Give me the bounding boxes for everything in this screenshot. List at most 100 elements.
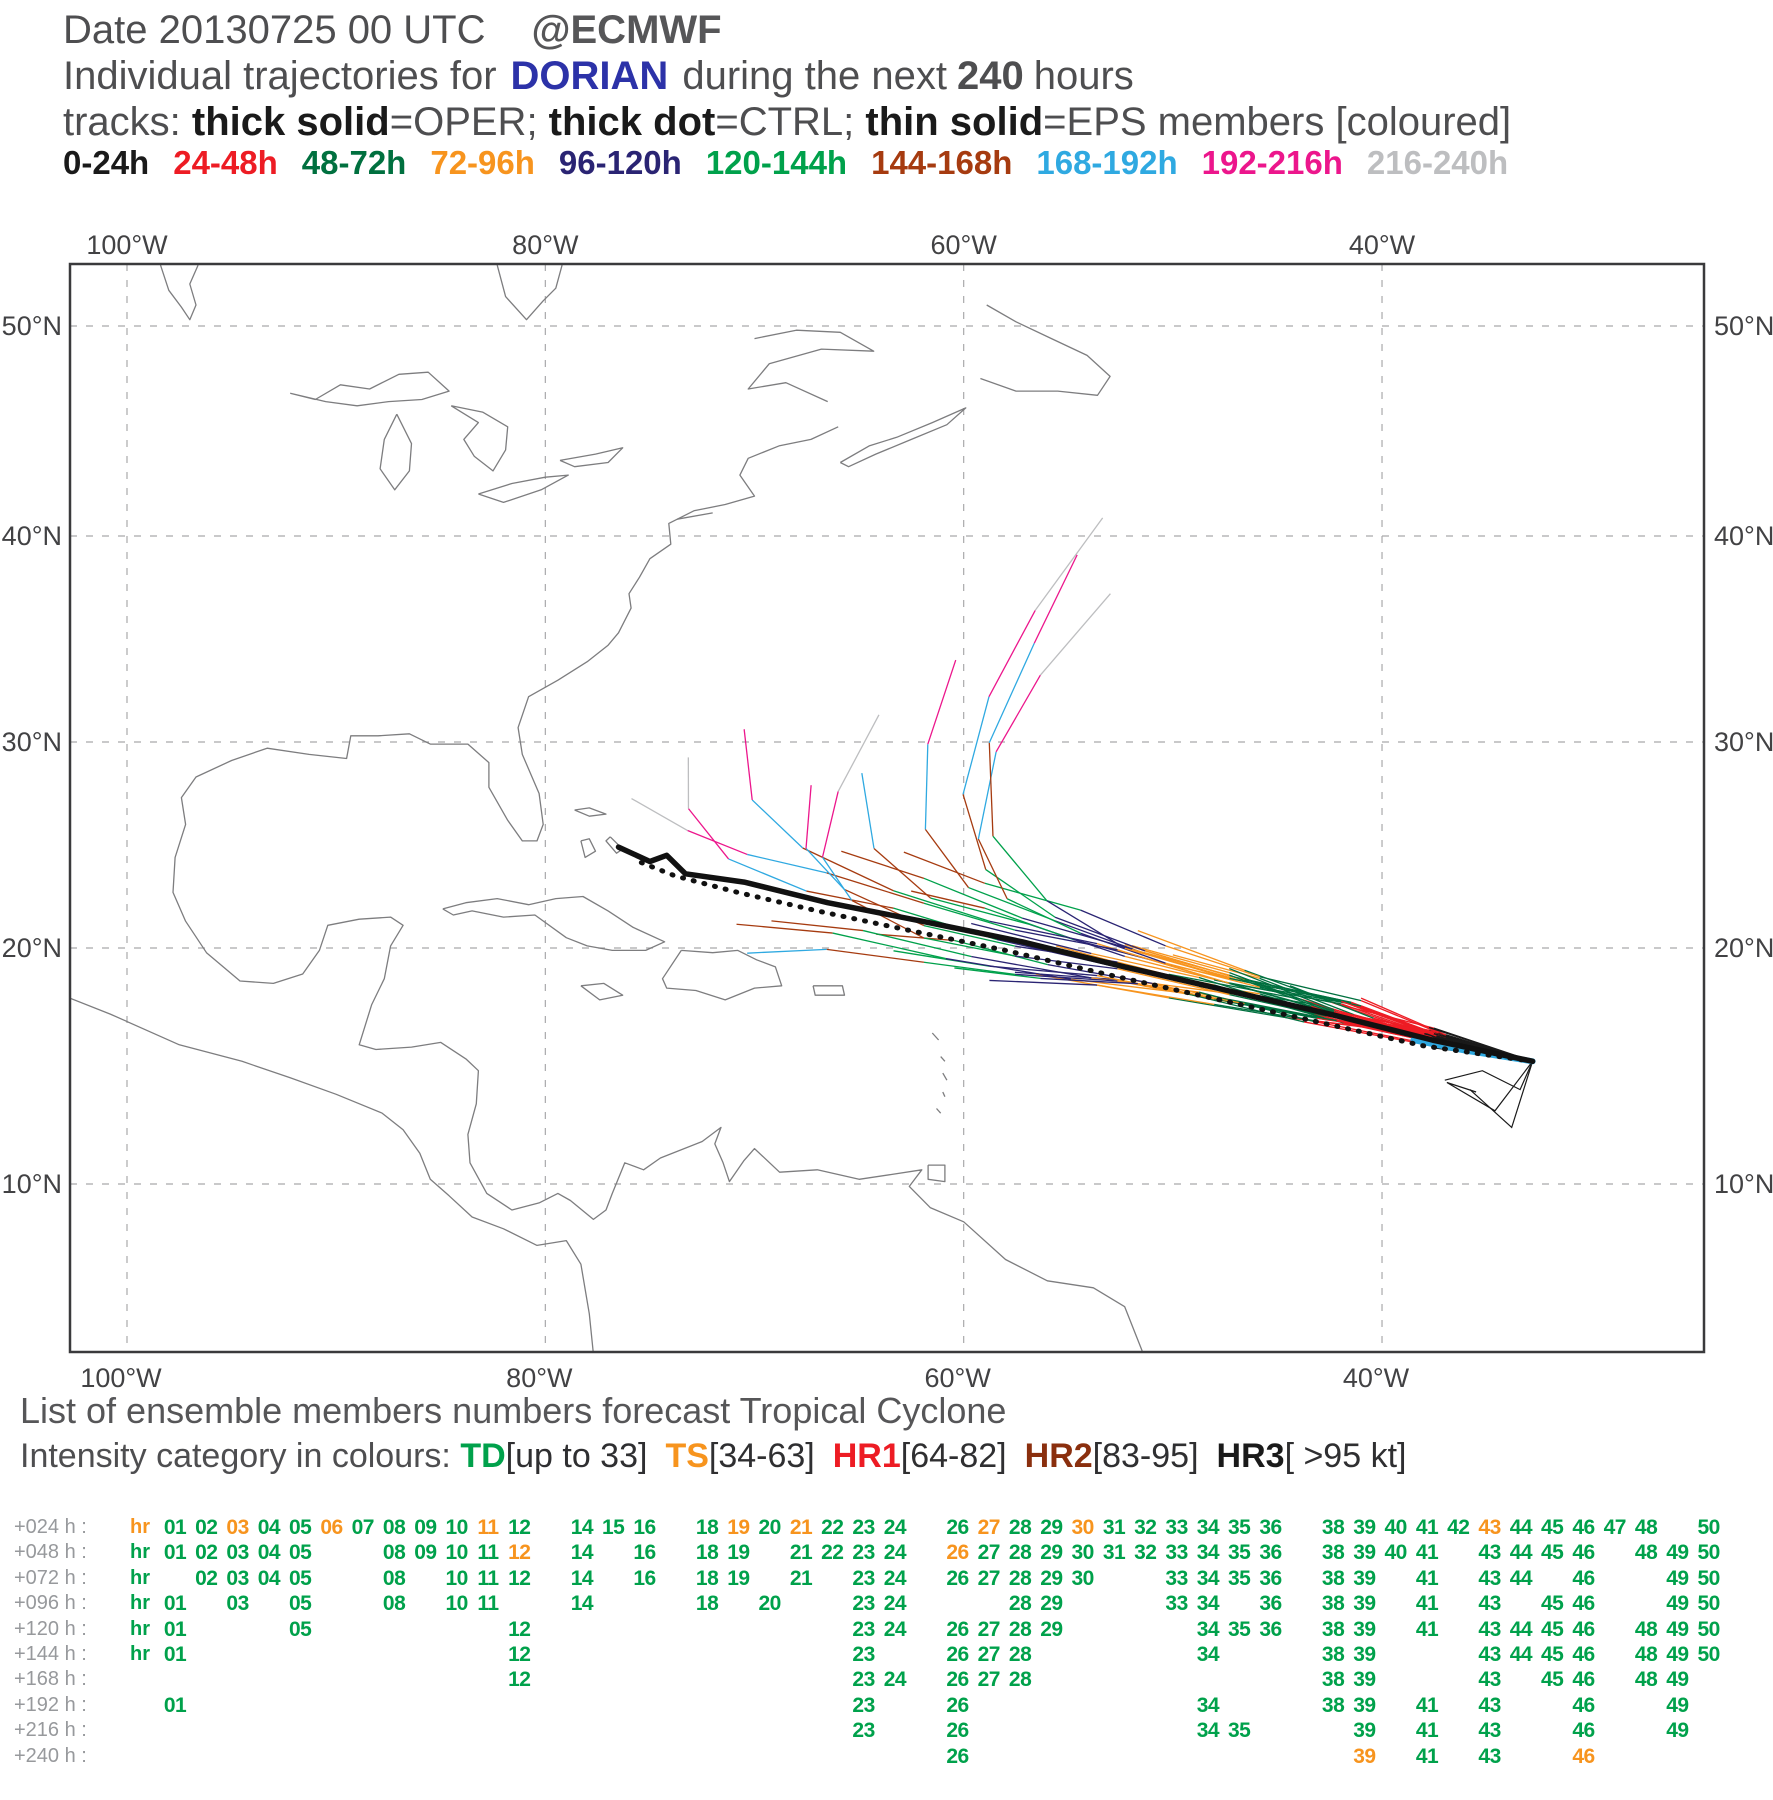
- eps-track-46-seg9: [1039, 593, 1111, 676]
- coastline-3: [839, 407, 967, 468]
- lon-label-top-100: 100°W: [86, 230, 168, 260]
- eps-artifact-0: [1469, 1061, 1534, 1129]
- eps-track-50-seg2: [1244, 1002, 1337, 1022]
- eps-track-01-seg6: [873, 847, 932, 899]
- eps-track-14-seg3: [1137, 929, 1245, 971]
- eps-track-48-seg2: [1183, 992, 1305, 1023]
- time-legend-item-168-192h: 168-192h: [1036, 144, 1178, 181]
- coastline-1: [172, 426, 1144, 1352]
- eps-track-41-seg7: [821, 856, 853, 901]
- eps-track-46-seg3: [1165, 962, 1260, 988]
- eps-track-49-seg5: [992, 835, 1048, 902]
- title-mid: during the next: [682, 54, 947, 98]
- lat-label-right-30: 30°N: [1714, 727, 1773, 757]
- eps-track-29-seg4: [989, 979, 1098, 986]
- eps-track-50-seg4: [1040, 977, 1138, 985]
- ecmwf-brand: @ECMWF: [531, 8, 722, 52]
- eps-track-49-seg4: [1046, 900, 1126, 949]
- intensity-cat-TS: TS: [665, 1437, 709, 1475]
- ctrl-track-dotted: [630, 856, 1536, 1064]
- time-legend-item-216-240h: 216-240h: [1366, 144, 1509, 181]
- eps-track-43-seg8: [988, 610, 1036, 697]
- coastline-13: [442, 895, 666, 952]
- eps-track-49-seg6: [988, 742, 994, 837]
- eps-track-19-seg2: [1168, 973, 1302, 1001]
- map-border: [68, 262, 1706, 1354]
- intensity-cat-HR2: HR2: [1024, 1437, 1093, 1475]
- eps-track-45-seg5: [923, 877, 1023, 919]
- eps-track-36-seg3: [1091, 952, 1200, 979]
- eps-track-23-seg7: [751, 799, 804, 849]
- time-legend-item-120-144h: 120-144h: [705, 144, 848, 181]
- eps-track-46-seg1: [1360, 1005, 1447, 1039]
- intensity-range-HR1: [64-82]: [900, 1437, 1007, 1475]
- coastline-9: [450, 405, 509, 472]
- eps-track-26-seg8: [687, 829, 748, 856]
- eps-track-43-seg6: [962, 794, 987, 870]
- eps-track-39-seg6: [806, 890, 894, 909]
- intensity-categories: TD[up to 33] TS[34-63] HR1[64-82] HR2[83-95…: [460, 1437, 1424, 1475]
- eps-track-49-seg3: [1124, 947, 1230, 979]
- coastline-2: [70, 997, 594, 1352]
- lon-label-bottom-80: 80°W: [506, 1363, 573, 1393]
- time-legend-item-24-48h: 24-48h: [173, 144, 278, 181]
- eps-track-12-seg6: [911, 890, 985, 909]
- eps-track-48-seg5: [832, 932, 946, 960]
- coastline-8: [379, 413, 413, 491]
- eps-track-27-seg6: [771, 920, 864, 932]
- eps-track-26-seg7: [747, 853, 827, 874]
- eps-track-23-seg6: [802, 847, 894, 892]
- eps-track-45-seg4: [1022, 917, 1133, 951]
- lat-label-right-20: 20°N: [1714, 933, 1773, 963]
- eps-track-26-seg5: [923, 902, 1016, 931]
- eps-track-12-seg5: [984, 907, 1074, 941]
- eps-track-46-seg5: [1006, 898, 1081, 934]
- lat-label-left-20: 20°N: [2, 933, 62, 963]
- lon-label-bottom-40: 40°W: [1343, 1363, 1410, 1393]
- time-legend-item-0-24h: 0-24h: [63, 144, 150, 181]
- intensity-range-TD: [up to 33]: [505, 1437, 648, 1475]
- eps-track-34-seg5: [968, 886, 1056, 922]
- eps-track-26-seg9: [631, 797, 688, 832]
- eps-track-48-seg4: [945, 957, 1071, 980]
- eps-track-43-seg4: [1054, 916, 1146, 952]
- intensity-cat-HR1: HR1: [832, 1437, 901, 1475]
- eps-track-26-seg2: [1229, 982, 1327, 1012]
- eps-track-50-seg5: [954, 967, 1041, 980]
- eps-track-27-seg5: [862, 929, 972, 958]
- eps-track-45-seg6: [841, 850, 925, 879]
- track-style-value: =OPER;: [389, 100, 549, 144]
- track-style-key: thick solid: [191, 100, 390, 144]
- intensity-legend: Intensity category in colours: TD[up to …: [20, 1437, 1424, 1476]
- eps-track-34-seg8: [927, 659, 957, 745]
- eps-track-49-seg7: [988, 642, 1035, 744]
- eps-track-36-seg4: [971, 922, 1092, 955]
- intensity-cat-TD: TD: [460, 1437, 506, 1475]
- eps-track-35-seg7: [805, 847, 845, 890]
- eps-track-26-seg6: [826, 872, 925, 904]
- eps-track-34-seg6: [924, 828, 970, 888]
- coastline-7: [290, 371, 450, 407]
- oper-track: [615, 844, 1536, 1065]
- eps-member-tracks: [631, 517, 1534, 1129]
- coastline-18: [580, 838, 597, 859]
- eps-track-34-seg4: [1054, 920, 1146, 955]
- coastline-12: [676, 512, 713, 520]
- coastline-4: [980, 304, 1111, 396]
- lat-label-right-40: 40°N: [1714, 521, 1773, 551]
- eps-track-01-seg7: [861, 773, 875, 849]
- eps-track-46-seg7: [977, 751, 997, 840]
- intensity-range-TS: [34-63]: [708, 1437, 815, 1475]
- lat-label-right-50: 50°N: [1714, 311, 1773, 341]
- lon-label-bottom-100: 100°W: [80, 1363, 162, 1393]
- eps-track-38-seg5: [923, 961, 1016, 975]
- eps-track-24-seg6: [876, 933, 955, 942]
- time-legend-item-96-120h: 96-120h: [558, 144, 682, 181]
- eps-track-23-seg8: [743, 729, 753, 801]
- time-legend-item-48-72h: 48-72h: [301, 144, 407, 181]
- track-style-value: =CTRL;: [715, 100, 866, 144]
- eps-artifact-2: [1444, 1061, 1534, 1091]
- time-segment-legend: 0-24h 24-48h 48-72h 72-96h 96-120h 120-144h 14…: [63, 144, 1532, 182]
- date-line: Date 20130725 00 UTC @ECMWF: [63, 8, 722, 53]
